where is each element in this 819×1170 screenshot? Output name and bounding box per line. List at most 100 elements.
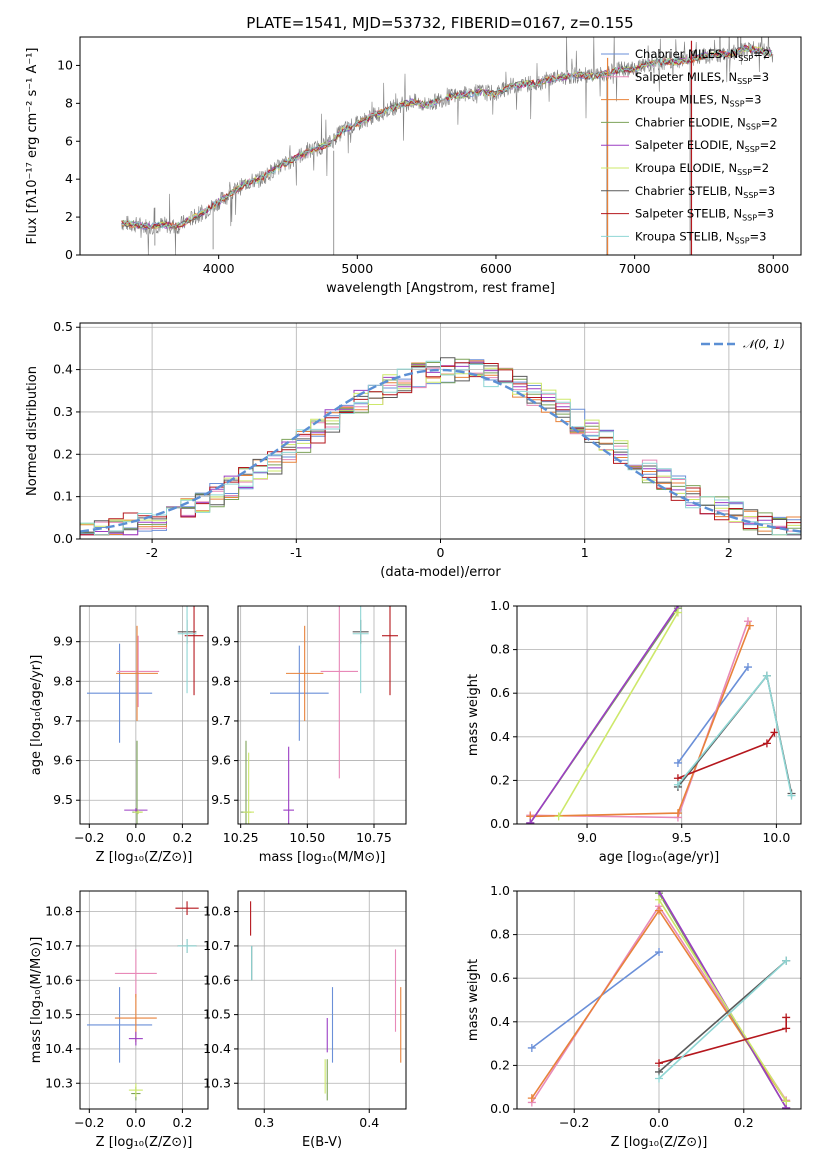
y-tick-label-2: 0.2 [53,446,73,461]
kroupa_elodie-marker-0 [655,895,663,904]
y-tick-label-1: 0.2 [490,772,510,787]
y-tick-label-4: 0.8 [490,927,510,942]
mass-vs-ebv-frame [237,890,407,1110]
y-tick-label-0: 0.0 [490,816,510,831]
kroupa_stelib-marker-1 [782,956,791,965]
legend-label-6: Chabrier STELIB, NSSP=3 [635,184,775,200]
y-tick-label-3: 0.3 [53,404,73,419]
y-tick-label-3: 6 [65,133,73,148]
x-axis-label: Z [log₁₀(Z/Z⊙)] [96,850,193,865]
x-tick-label-0: −0.2 [559,1115,589,1130]
x-axis-label: E(B-V) [302,1135,342,1150]
x-tick-label-1: -1 [290,545,302,560]
x-tick-label-2: 0 [437,545,445,560]
y-axis-label: Normed distribution [25,366,40,496]
salpeter_elodie-weight-line [529,606,679,824]
salpeter_stelib-marker-2 [782,1013,791,1022]
x-tick-label-1: 10.50 [289,830,325,845]
y-tick-label-0: 10.3 [45,1075,73,1090]
y-tick-label-5: 10 [57,57,73,72]
weight-vs-age-plot-area [526,606,796,824]
kroupa_elodie-marker-1 [782,1097,791,1106]
x-tick-label-1: 9.5 [672,830,692,845]
chabrier_miles-weight-line [531,951,660,1049]
x-tick-label-1: 0.0 [126,1115,146,1130]
spectrum-panel: 4000 5000 6000 7000 8000 0 2 4 6 8 10 wavelength [A… [25,36,802,296]
mass-vs-z-panel: −0.2 0.0 0.2 10.3 10.4 10.5 10.6 10.7 10.8 Z [log… [29,890,209,1150]
y-axis-label: mass weight [466,959,481,1041]
y-tick-label-2: 0.4 [490,729,510,744]
legend-label-3: Chabrier ELODIE, NSSP=2 [635,115,778,131]
x-tick-label-3: 1 [581,545,589,560]
x-tick-label-3: 7000 [619,261,651,276]
y-tick-label-1: 9.6 [53,753,73,768]
x-tick-label-2: 10.75 [356,830,392,845]
chabrier_stelib-weight-line [658,960,787,1073]
y-tick-label-0: 9.5 [53,792,73,807]
y-axis-label: mass weight [466,674,481,756]
y-tick-label-0: 9.5 [211,792,231,807]
y-tick-label-3: 10.6 [203,972,231,987]
y-tick-label-4: 8 [65,95,73,110]
y-tick-label-3: 10.6 [45,972,73,987]
kroupa_miles-marker-1 [655,906,663,915]
kroupa_miles-marker-1 [673,809,682,818]
kroupa_stelib-marker-0 [655,1074,663,1083]
legend-label-2: Kroupa MILES, NSSP=3 [635,93,761,109]
mass-vs-ebv-panel: 0.3 0.4 10.3 10.4 10.5 10.6 10.7 10.8 E(B-V) [203,890,407,1150]
legend-label-1: Salpeter MILES, NSSP=3 [635,70,769,86]
y-tick-label-1: 0.1 [53,489,73,504]
y-tick-label-4: 10.7 [45,938,73,953]
kroupa_stelib-marker-1 [762,671,771,680]
x-tick-label-0: 10.25 [223,830,259,845]
chabrier_miles-marker-1 [743,663,752,672]
kroupa_miles-marker-2 [745,621,754,630]
age-vs-z-plot-area [86,606,204,824]
residuals-panel: -2 -1 0 1 2 0.0 0.1 0.2 0.3 0.4 0.5 (data-model)/er… [25,319,802,580]
kroupa_stelib-model-line [121,45,773,229]
x-tick-label-0: 4000 [203,261,235,276]
weight-vs-age-panel: 9.0 9.5 10.0 0.0 0.2 0.4 0.6 0.8 1.0 age [log₁₀(a… [466,598,802,865]
x-tick-label-0: -2 [146,545,158,560]
mass-vs-z-frame [79,890,209,1110]
y-tick-label-1: 10.4 [203,1041,231,1056]
age-vs-mass-frame [237,605,407,825]
age-vs-z-frame [79,605,209,825]
y-tick-label-1: 2 [65,209,73,224]
y-tick-label-5: 10.8 [45,904,73,919]
salpeter_stelib-weight-line [658,1017,788,1064]
chabrier_miles-weight-line [677,666,749,764]
y-tick-label-2: 10.5 [203,1007,231,1022]
weight-vs-z-plot-area [527,891,791,1109]
y-tick-label-1: 0.2 [490,1057,510,1072]
x-tick-label-1: 0.4 [359,1115,379,1130]
y-tick-label-0: 0.0 [490,1101,510,1116]
y-tick-label-1: 9.6 [211,753,231,768]
x-tick-label-1: 5000 [341,261,373,276]
legend-label-0: Chabrier MILES, NSSP=2 [635,47,770,63]
residuals-plot-area [80,357,801,536]
kroupa_elodie-marker-1 [673,608,682,617]
y-tick-label-3: 9.8 [211,673,231,688]
mass-vs-ebv-plot-area [250,901,402,1101]
legend-label-8: Kroupa STELIB, NSSP=3 [635,229,766,245]
kroupa_miles-marker-0 [527,1094,536,1103]
x-tick-label-2: 10.0 [762,830,790,845]
y-tick-label-5: 1.0 [490,598,510,613]
y-tick-label-4: 10.7 [203,938,231,953]
x-axis-label: mass [log₁₀(M/M⊙)] [259,850,386,865]
salpeter_miles-weight-line [530,621,749,819]
legend-label-7: Salpeter STELIB, NSSP=3 [635,207,774,223]
y-tick-label-2: 9.7 [53,713,73,728]
x-axis-label: age [log₁₀(age/yr)] [599,850,720,865]
x-tick-label-1: 0.0 [649,1115,669,1130]
y-tick-label-0: 0.0 [53,531,73,546]
y-tick-label-2: 10.5 [45,1007,73,1022]
y-tick-label-5: 0.5 [53,319,73,334]
x-tick-label-0: −0.2 [74,1115,104,1130]
gaussian-legend-label: 𝒩(0, 1) [743,337,785,351]
y-tick-label-4: 0.8 [490,642,510,657]
mass-vs-z-plot-area [86,901,199,1101]
kroupa_stelib-marker-0 [673,780,682,789]
